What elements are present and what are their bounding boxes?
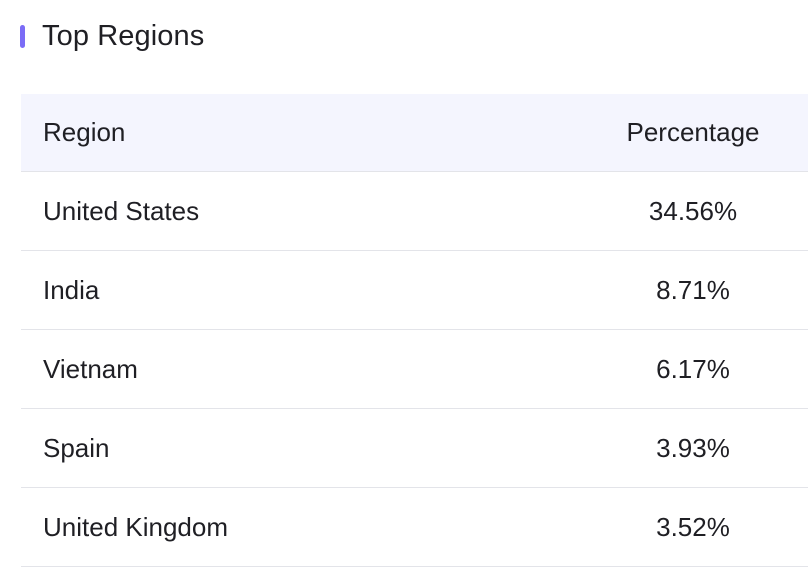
- region-cell: Spain: [43, 432, 110, 463]
- region-cell: Vietnam: [43, 353, 138, 384]
- table-row: India 8.71%: [21, 251, 808, 330]
- table-header: Region Percentage: [21, 94, 808, 172]
- section-header: Top Regions: [20, 18, 204, 54]
- table-row: United Kingdom 3.52%: [21, 488, 808, 567]
- table-row: United States 34.56%: [21, 172, 808, 251]
- percentage-cell: 34.56%: [648, 195, 738, 226]
- region-cell: United Kingdom: [43, 511, 228, 542]
- region-cell: India: [43, 274, 100, 305]
- section-accent-bar: [20, 24, 25, 48]
- column-header-percentage: Percentage: [626, 117, 760, 147]
- table-row: Spain 3.93%: [21, 409, 808, 488]
- percentage-cell: 6.17%: [656, 353, 730, 384]
- table-row: Vietnam 6.17%: [21, 330, 808, 409]
- region-cell: United States: [43, 195, 200, 226]
- section-title: Top Regions: [42, 19, 205, 52]
- top-regions-table: Region Percentage United States 34.56% I…: [21, 94, 808, 567]
- percentage-cell: 3.93%: [656, 432, 730, 463]
- percentage-cell: 8.71%: [656, 274, 730, 305]
- column-header-region: Region: [43, 117, 126, 147]
- percentage-cell: 3.52%: [656, 511, 730, 542]
